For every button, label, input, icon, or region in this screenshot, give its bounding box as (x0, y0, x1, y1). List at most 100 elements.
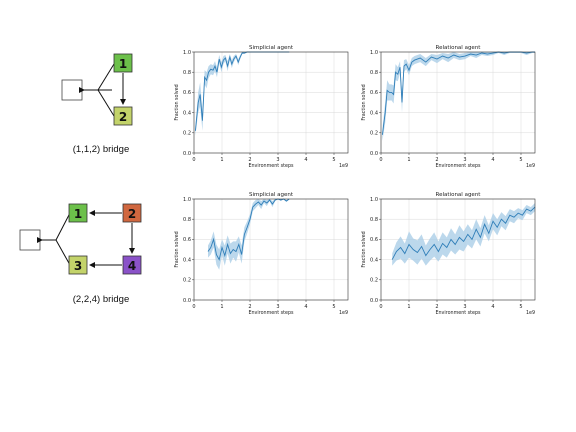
connector-line (97, 89, 115, 117)
x-tick-label: 2 (435, 304, 438, 310)
chart-title: Simplicial agent (249, 192, 294, 198)
x-tick-label: 0 (192, 157, 195, 163)
bridge-caption-2: (2,2,4) bridge (72, 294, 130, 305)
y-tick-label: 0.6 (370, 90, 378, 96)
x-tick-label: 1 (407, 304, 410, 310)
x-tick-label: 3 (276, 304, 279, 310)
y-tick-label: 0.4 (183, 257, 191, 263)
y-tick-label: 0.6 (370, 237, 378, 243)
chart-title: Simplicial agent (249, 45, 294, 51)
y-tick-label: 0.8 (183, 217, 191, 223)
y-tick-label: 0.0 (370, 151, 378, 157)
block-4: 4 (122, 255, 142, 275)
x-offset-label: 1e9 (526, 310, 535, 316)
x-tick-label: 0 (379, 157, 382, 163)
block-1: 1 (68, 203, 88, 223)
bridge-diagram-1: 1 2 (61, 53, 133, 126)
y-axis-label: Fraction solved (361, 84, 367, 120)
confidence-band (392, 203, 535, 266)
chart-simplicial-224: 0 1 2 3 4 5 0.0 0.2 0.4 0.6 0.8 1.0 Simplicial agent… (174, 192, 349, 316)
x-tick-label: 1 (220, 304, 223, 310)
block-label: 3 (74, 259, 82, 273)
y-tick-label: 0.8 (370, 70, 378, 76)
y-tick-label: 1.0 (370, 50, 378, 56)
x-tick-label: 3 (463, 304, 466, 310)
plot-area (194, 52, 348, 153)
y-tick-label: 0.4 (370, 257, 378, 263)
connector-line (55, 239, 71, 266)
chart-title: Relational agent (436, 45, 482, 51)
empty-target-block (61, 79, 83, 101)
chart-relational-112: 0 1 2 3 4 5 0.0 0.2 0.4 0.6 0.8 1.0 Relational agent… (361, 45, 536, 169)
bridge-diagram-2: 1 2 3 4 (19, 203, 142, 275)
y-axis-label: Fraction solved (174, 231, 180, 267)
x-axis-label: Environment steps (435, 310, 481, 316)
block-label: 1 (74, 207, 82, 221)
y-tick-label: 0.0 (370, 298, 378, 304)
block-label: 4 (128, 259, 136, 273)
y-tick-label: 0.2 (183, 131, 191, 137)
y-tick-label: 0.6 (183, 237, 191, 243)
x-tick-label: 2 (248, 304, 251, 310)
plot-frame (193, 51, 349, 154)
x-tick-label: 5 (332, 157, 335, 163)
y-tick-label: 0.4 (370, 110, 378, 116)
empty-target-block (19, 229, 41, 251)
y-tick-label: 0.4 (183, 110, 191, 116)
x-tick-label: 2 (435, 157, 438, 163)
y-axis-label: Fraction solved (361, 231, 367, 267)
plot-frame (193, 198, 349, 301)
y-axis-label: Fraction solved (174, 84, 180, 120)
x-axis-label: Environment steps (248, 163, 294, 169)
x-tick-label: 4 (491, 304, 494, 310)
x-tick-label: 0 (192, 304, 195, 310)
y-tick-label: 0.2 (370, 278, 378, 284)
block-2: 2 (122, 203, 142, 223)
series-line (207, 198, 290, 261)
plot-frame (380, 198, 536, 301)
chart-simplicial-112: 0 1 2 3 4 5 0.0 0.2 0.4 0.6 0.8 1.0 Simplicial agent… (174, 45, 349, 169)
x-offset-label: 1e9 (526, 163, 535, 169)
block-label: 2 (119, 110, 127, 124)
block-2: 2 (113, 106, 133, 126)
x-axis-label: Environment steps (248, 310, 294, 316)
y-tick-label: 0.2 (370, 131, 378, 137)
series-line (381, 51, 535, 135)
chart-relational-224: 0 1 2 3 4 5 0.0 0.2 0.4 0.6 0.8 1.0 Relational agent… (361, 192, 536, 316)
x-axis-label: Environment steps (435, 163, 481, 169)
x-tick-label: 0 (379, 304, 382, 310)
confidence-band (208, 199, 290, 270)
y-tick-label: 0.8 (370, 217, 378, 223)
series-line (391, 206, 536, 260)
x-tick-label: 5 (332, 304, 335, 310)
y-tick-label: 1.0 (370, 197, 378, 203)
bridge-caption-1: (1,1,2) bridge (72, 144, 130, 155)
x-tick-label: 4 (304, 157, 307, 163)
x-offset-label: 1e9 (339, 310, 348, 316)
plot-frame (380, 51, 536, 154)
block-3: 3 (68, 255, 88, 275)
y-tick-label: 1.0 (183, 197, 191, 203)
y-tick-label: 1.0 (183, 50, 191, 56)
x-tick-label: 4 (304, 304, 307, 310)
x-offset-label: 1e9 (339, 163, 348, 169)
y-tick-label: 0.8 (183, 70, 191, 76)
x-tick-label: 5 (519, 157, 522, 163)
x-tick-label: 3 (463, 157, 466, 163)
y-tick-label: 0.0 (183, 151, 191, 157)
y-tick-label: 0.2 (183, 278, 191, 284)
connector-line (55, 212, 71, 241)
block-label: 2 (128, 207, 136, 221)
x-tick-label: 1 (407, 157, 410, 163)
y-tick-label: 0.0 (183, 298, 191, 304)
connector-line (97, 63, 115, 91)
x-tick-label: 3 (276, 157, 279, 163)
x-tick-label: 5 (519, 304, 522, 310)
x-tick-label: 1 (220, 157, 223, 163)
block-label: 1 (119, 57, 127, 71)
y-tick-label: 0.6 (183, 90, 191, 96)
chart-title: Relational agent (436, 192, 482, 198)
x-tick-label: 4 (491, 157, 494, 163)
block-1: 1 (113, 53, 133, 73)
